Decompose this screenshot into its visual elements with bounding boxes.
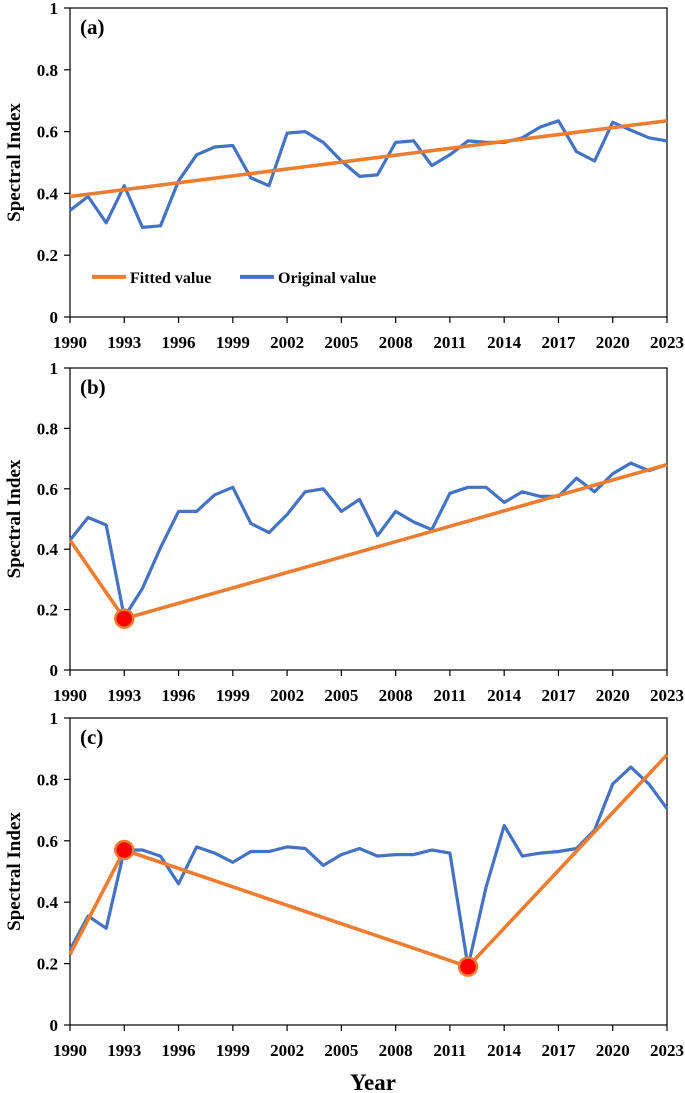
- x-tick-label: 2014: [487, 686, 522, 705]
- panel-label: (a): [80, 15, 105, 39]
- x-tick-label: 2005: [324, 686, 358, 705]
- x-tick-label: 1993: [107, 1041, 141, 1060]
- y-tick-label: 0.6: [37, 123, 58, 142]
- x-tick-label: 2017: [541, 333, 576, 352]
- y-tick-label: 1: [50, 359, 59, 378]
- series-fitted: [68, 462, 668, 621]
- panel-label: (c): [80, 725, 103, 749]
- x-tick-label: 1990: [53, 686, 87, 705]
- y-tick-label: 0.8: [37, 61, 58, 80]
- x-tick-label: 1999: [216, 1041, 250, 1060]
- x-tick-label: 2023: [650, 686, 684, 705]
- plot-frame: [69, 7, 668, 318]
- y-tick-label: 0.4: [37, 893, 59, 912]
- x-tick-label: 2011: [433, 686, 466, 705]
- x-tick-label: 1996: [162, 686, 196, 705]
- series-fitted: [68, 753, 669, 969]
- x-tick-label: 2023: [650, 1041, 684, 1060]
- x-tick-label: 1999: [216, 333, 250, 352]
- y-tick-label: 0.4: [37, 184, 59, 203]
- y-tick-label: 0.6: [37, 832, 58, 851]
- panel-c: 0 0.2 0.4 0.6 0.8 1 1990 1993 1996 1999 2002 2005 20…: [4, 709, 684, 1060]
- y-axis-title: Spectral Index: [4, 459, 25, 578]
- series-original: [68, 461, 668, 619]
- series-original: [69, 119, 668, 229]
- x-tick-label: 2020: [596, 686, 630, 705]
- original-value-line: [68, 461, 668, 619]
- x-tick-label: 2017: [541, 686, 576, 705]
- x-tick-label: 2017: [541, 1041, 576, 1060]
- x-tick-label: 2014: [487, 1041, 522, 1060]
- y-tick-label: 0: [50, 308, 59, 327]
- plot-frame: [69, 367, 668, 671]
- panel-label: (b): [80, 375, 106, 399]
- y-tick-label: 1: [50, 709, 59, 728]
- x-tick-label: 1990: [53, 1041, 87, 1060]
- x-tick-label: 2011: [433, 1041, 466, 1060]
- x-tick-label: 1996: [162, 1041, 196, 1060]
- y-tick-label: 0.8: [37, 419, 58, 438]
- breakpoint-marker: [114, 608, 135, 629]
- fitted-value-line: [68, 462, 668, 621]
- x-tick-label: 2002: [270, 333, 304, 352]
- x-tick-label: 2005: [324, 1041, 358, 1060]
- legend-label-fitted: Fitted value: [130, 270, 211, 287]
- y-axis-title: Spectral Index: [4, 103, 25, 222]
- y-tick-label: 0: [50, 661, 59, 680]
- panel-b: 0 0.2 0.4 0.6 0.8 1 1990 1993 1996 1999 2002 2005 20…: [4, 359, 684, 705]
- series-original: [68, 765, 669, 969]
- original-value-line: [68, 765, 669, 969]
- y-tick-label: 0.4: [37, 540, 59, 559]
- plot-frame: [69, 717, 668, 1026]
- breakpoint-marker: [114, 839, 135, 861]
- x-tick-label: 1993: [107, 686, 141, 705]
- x-tick-label: 2008: [379, 1041, 413, 1060]
- x-tick-label: 1990: [53, 333, 87, 352]
- panel-a: 0 0.2 0.4 0.6 0.8 1 1990 1993 1996 1999 2002 2005 20…: [4, 0, 684, 352]
- legend: Fitted value Original value: [92, 270, 376, 287]
- x-tick-label: 2002: [270, 1041, 304, 1060]
- legend-label-original: Original value: [278, 270, 376, 287]
- x-tick-label: 2020: [596, 333, 630, 352]
- x-tick-label: 2014: [487, 333, 522, 352]
- x-tick-label: 1996: [162, 333, 196, 352]
- x-tick-label: 2011: [433, 333, 466, 352]
- x-tick-label: 2020: [596, 1041, 630, 1060]
- y-tick-label: 0.6: [37, 480, 58, 499]
- series-fitted: [69, 119, 668, 199]
- y-tick-label: 1: [50, 0, 59, 18]
- x-tick-label: 2008: [379, 686, 413, 705]
- x-tick-label: 2008: [379, 333, 413, 352]
- x-tick-label: 1999: [216, 686, 250, 705]
- y-tick-label: 0.2: [37, 601, 58, 620]
- x-axis-title: Year: [350, 1070, 396, 1093]
- y-tick-label: 0: [50, 1016, 59, 1035]
- x-tick-label: 2023: [650, 333, 684, 352]
- breakpoint-marker: [457, 956, 479, 977]
- x-tick-label: 2002: [270, 686, 304, 705]
- x-tick-label: 2005: [324, 333, 358, 352]
- fitted-value-line: [68, 753, 669, 969]
- y-axis-title: Spectral Index: [4, 812, 25, 931]
- original-value-line: [69, 119, 668, 229]
- x-tick-label: 1993: [107, 333, 141, 352]
- y-tick-label: 0.8: [37, 770, 58, 789]
- y-tick-label: 0.2: [37, 955, 58, 974]
- fitted-value-line: [69, 119, 668, 199]
- y-tick-label: 0.2: [37, 246, 58, 265]
